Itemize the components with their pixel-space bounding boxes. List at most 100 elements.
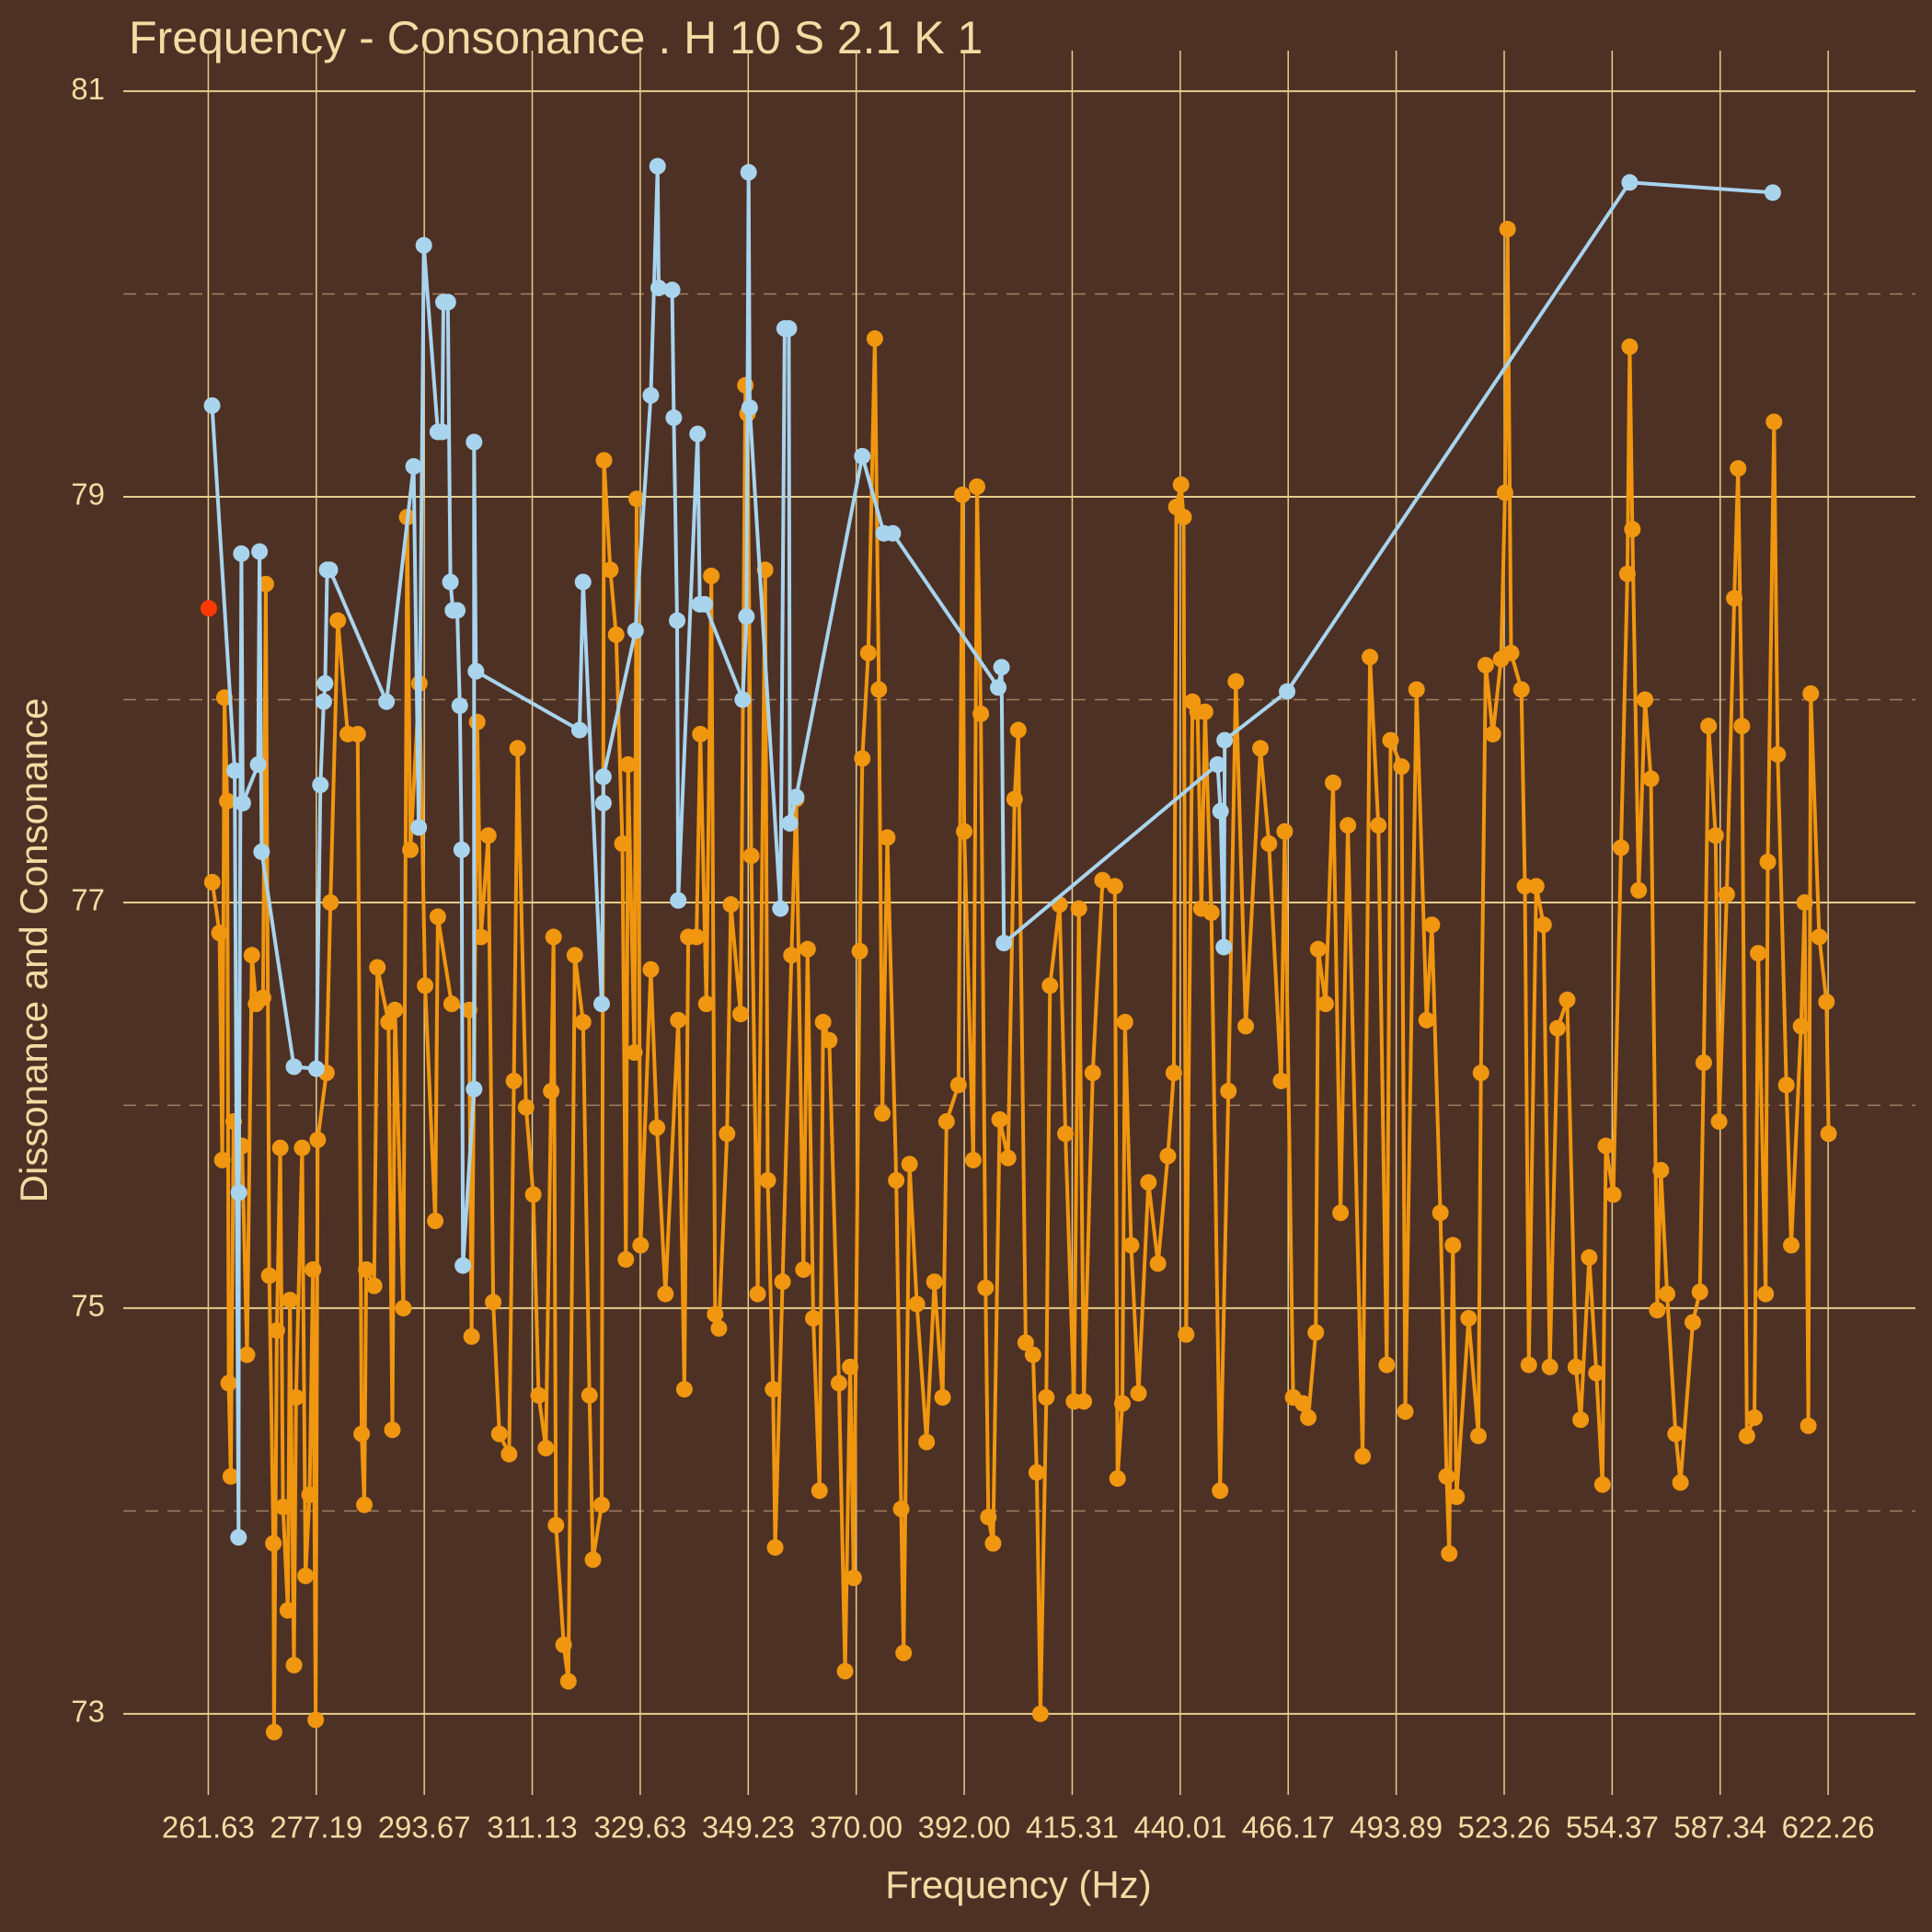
data-point: [710, 1319, 728, 1337]
data-point: [485, 1294, 502, 1311]
data-point: [874, 1105, 891, 1122]
data-point: [1057, 1125, 1075, 1143]
data-point: [1408, 681, 1425, 698]
data-point: [271, 1139, 289, 1156]
data-point: [1175, 509, 1192, 526]
data-point: [1750, 945, 1767, 962]
x-tick-label: 392.00: [918, 1811, 1011, 1845]
data-point: [415, 236, 432, 254]
data-point: [663, 282, 681, 299]
data-point: [1260, 835, 1278, 853]
data-point: [1276, 822, 1294, 840]
data-point: [1444, 1236, 1462, 1254]
data-point: [1642, 770, 1660, 788]
data-point: [451, 697, 468, 715]
data-point: [369, 959, 386, 976]
data-point: [675, 1381, 693, 1398]
data-point: [1818, 993, 1835, 1010]
data-point: [614, 835, 631, 853]
x-tick-label: 587.34: [1673, 1811, 1766, 1845]
data-point: [574, 573, 592, 591]
data-point: [226, 762, 244, 779]
data-point: [257, 575, 274, 592]
data-point: [517, 1098, 535, 1116]
data-point: [410, 819, 428, 836]
data-point: [1070, 900, 1087, 917]
x-tick-label: 311.13: [487, 1811, 577, 1845]
data-point: [774, 1273, 791, 1291]
data-point: [766, 1539, 784, 1557]
data-point: [1178, 1326, 1195, 1343]
data-point: [1581, 1248, 1598, 1266]
data-point: [772, 900, 789, 917]
data-point: [649, 157, 666, 175]
data-point: [1718, 886, 1735, 903]
data-point: [1309, 940, 1327, 958]
x-tick-label: 554.37: [1566, 1811, 1659, 1845]
data-point: [1624, 521, 1641, 538]
data-point: [537, 1440, 555, 1457]
data-point: [439, 293, 456, 311]
data-point: [1075, 1393, 1093, 1410]
data-point: [594, 794, 612, 811]
data-point: [559, 1673, 577, 1690]
data-point: [1370, 817, 1387, 834]
data-point: [1237, 1018, 1255, 1035]
data-point: [1423, 916, 1441, 934]
data-point: [1684, 1314, 1701, 1331]
data-point: [1130, 1385, 1147, 1402]
data-point: [1567, 1358, 1584, 1375]
data-point: [642, 386, 660, 404]
data-point: [814, 1014, 832, 1031]
data-point: [1448, 1488, 1466, 1505]
y-tick-label: 81: [71, 72, 105, 106]
data-point: [305, 1260, 322, 1278]
data-point: [1672, 1474, 1689, 1491]
data-point: [1726, 590, 1743, 607]
data-point: [1572, 1411, 1590, 1429]
data-point: [1535, 916, 1552, 934]
data-point: [230, 1184, 247, 1202]
data-point: [566, 947, 583, 964]
data-point: [1502, 644, 1520, 661]
data-point: [1796, 893, 1813, 911]
data-point: [1084, 1064, 1101, 1082]
chart-title: Frequency - Consonance . H 10 S 2.1 K 1: [129, 12, 983, 63]
data-point: [545, 928, 562, 946]
data-point: [1520, 1356, 1537, 1374]
data-point: [1354, 1447, 1372, 1465]
data-point: [1618, 565, 1636, 582]
data-point: [1558, 991, 1576, 1008]
data-point: [1202, 903, 1220, 921]
data-point: [329, 612, 347, 629]
data-point: [895, 1644, 913, 1662]
data-point: [1294, 1395, 1312, 1412]
data-point: [1024, 1346, 1041, 1363]
data-point: [851, 942, 868, 960]
x-tick-label: 523.26: [1458, 1811, 1551, 1845]
data-point: [1441, 1545, 1458, 1562]
data-point: [417, 977, 434, 995]
data-point: [888, 1171, 905, 1189]
data-point: [1432, 1204, 1449, 1222]
data-point: [1393, 758, 1410, 776]
data-point: [1765, 413, 1783, 431]
data-point: [854, 750, 871, 767]
data-point: [1667, 1425, 1685, 1443]
data-point: [1220, 1082, 1237, 1099]
data-point: [454, 1257, 472, 1274]
data-point: [316, 674, 334, 692]
data-point: [1745, 1409, 1763, 1426]
data-point: [1738, 1427, 1755, 1444]
data-point: [956, 822, 973, 840]
data-point: [349, 725, 366, 742]
data-point: [1512, 681, 1530, 698]
data-point: [570, 721, 588, 739]
data-point: [1621, 174, 1639, 191]
data-point: [1593, 1476, 1611, 1493]
data-point: [490, 1425, 508, 1443]
data-point: [1307, 1324, 1325, 1341]
data-point: [524, 1186, 542, 1203]
data-point: [433, 423, 451, 441]
